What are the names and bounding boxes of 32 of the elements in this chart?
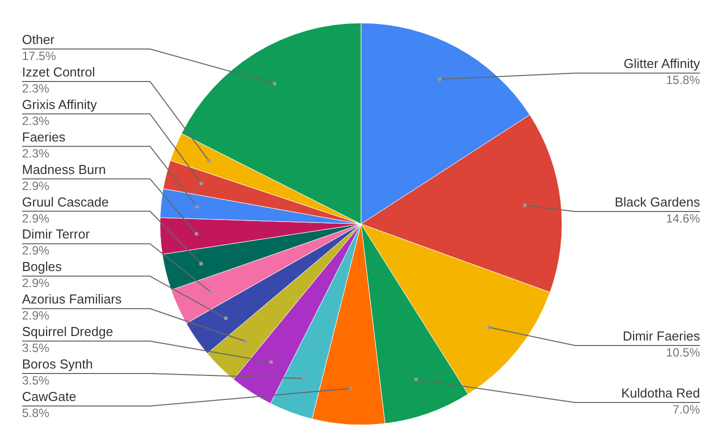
- slice-label: Other: [22, 32, 56, 47]
- data-label: 10.5%: [666, 345, 700, 360]
- slice-label: Squirrel Dredge: [22, 324, 114, 340]
- slice-label: CawGate: [22, 389, 76, 404]
- slice-label: Kuldotha Red: [621, 386, 700, 401]
- data-label: 15.8%: [666, 73, 700, 88]
- slice-label: Black Gardens: [614, 194, 700, 210]
- data-label: 5.8%: [22, 406, 50, 420]
- slice-label: Grixis Affinity: [22, 96, 98, 112]
- slice-label: Bogles: [22, 259, 62, 274]
- data-label: 3.5%: [22, 374, 50, 388]
- data-label: 7.0%: [672, 402, 700, 417]
- data-label: 17.5%: [22, 49, 56, 63]
- data-label: 2.3%: [22, 114, 50, 128]
- slice-label: Glitter Affinity: [624, 56, 700, 72]
- data-label: 2.9%: [22, 211, 50, 226]
- data-label: 2.3%: [22, 81, 50, 96]
- slice-label: Izzet Control: [22, 64, 96, 80]
- data-label: 2.9%: [22, 276, 50, 290]
- slice-label: Madness Burn: [22, 162, 106, 177]
- slice-label: Dimir Terror: [22, 226, 90, 242]
- data-label: 2.9%: [22, 308, 50, 323]
- slice-label: Azorius Familiars: [22, 292, 122, 307]
- data-label: 2.9%: [22, 244, 50, 258]
- data-label: 2.3%: [22, 146, 50, 160]
- data-label: 2.9%: [22, 178, 50, 193]
- data-label: 3.5%: [22, 341, 50, 356]
- data-label: 14.6%: [666, 212, 700, 226]
- slice-label: Boros Synth: [22, 356, 93, 372]
- slice-label: Gruul Cascade: [22, 194, 109, 210]
- slice-label: Dimir Faeries: [622, 328, 700, 344]
- slice-label: Faeries: [22, 129, 66, 144]
